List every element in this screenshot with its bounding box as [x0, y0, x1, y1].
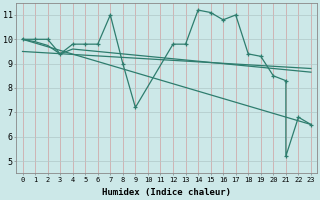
X-axis label: Humidex (Indice chaleur): Humidex (Indice chaleur) [102, 188, 231, 197]
